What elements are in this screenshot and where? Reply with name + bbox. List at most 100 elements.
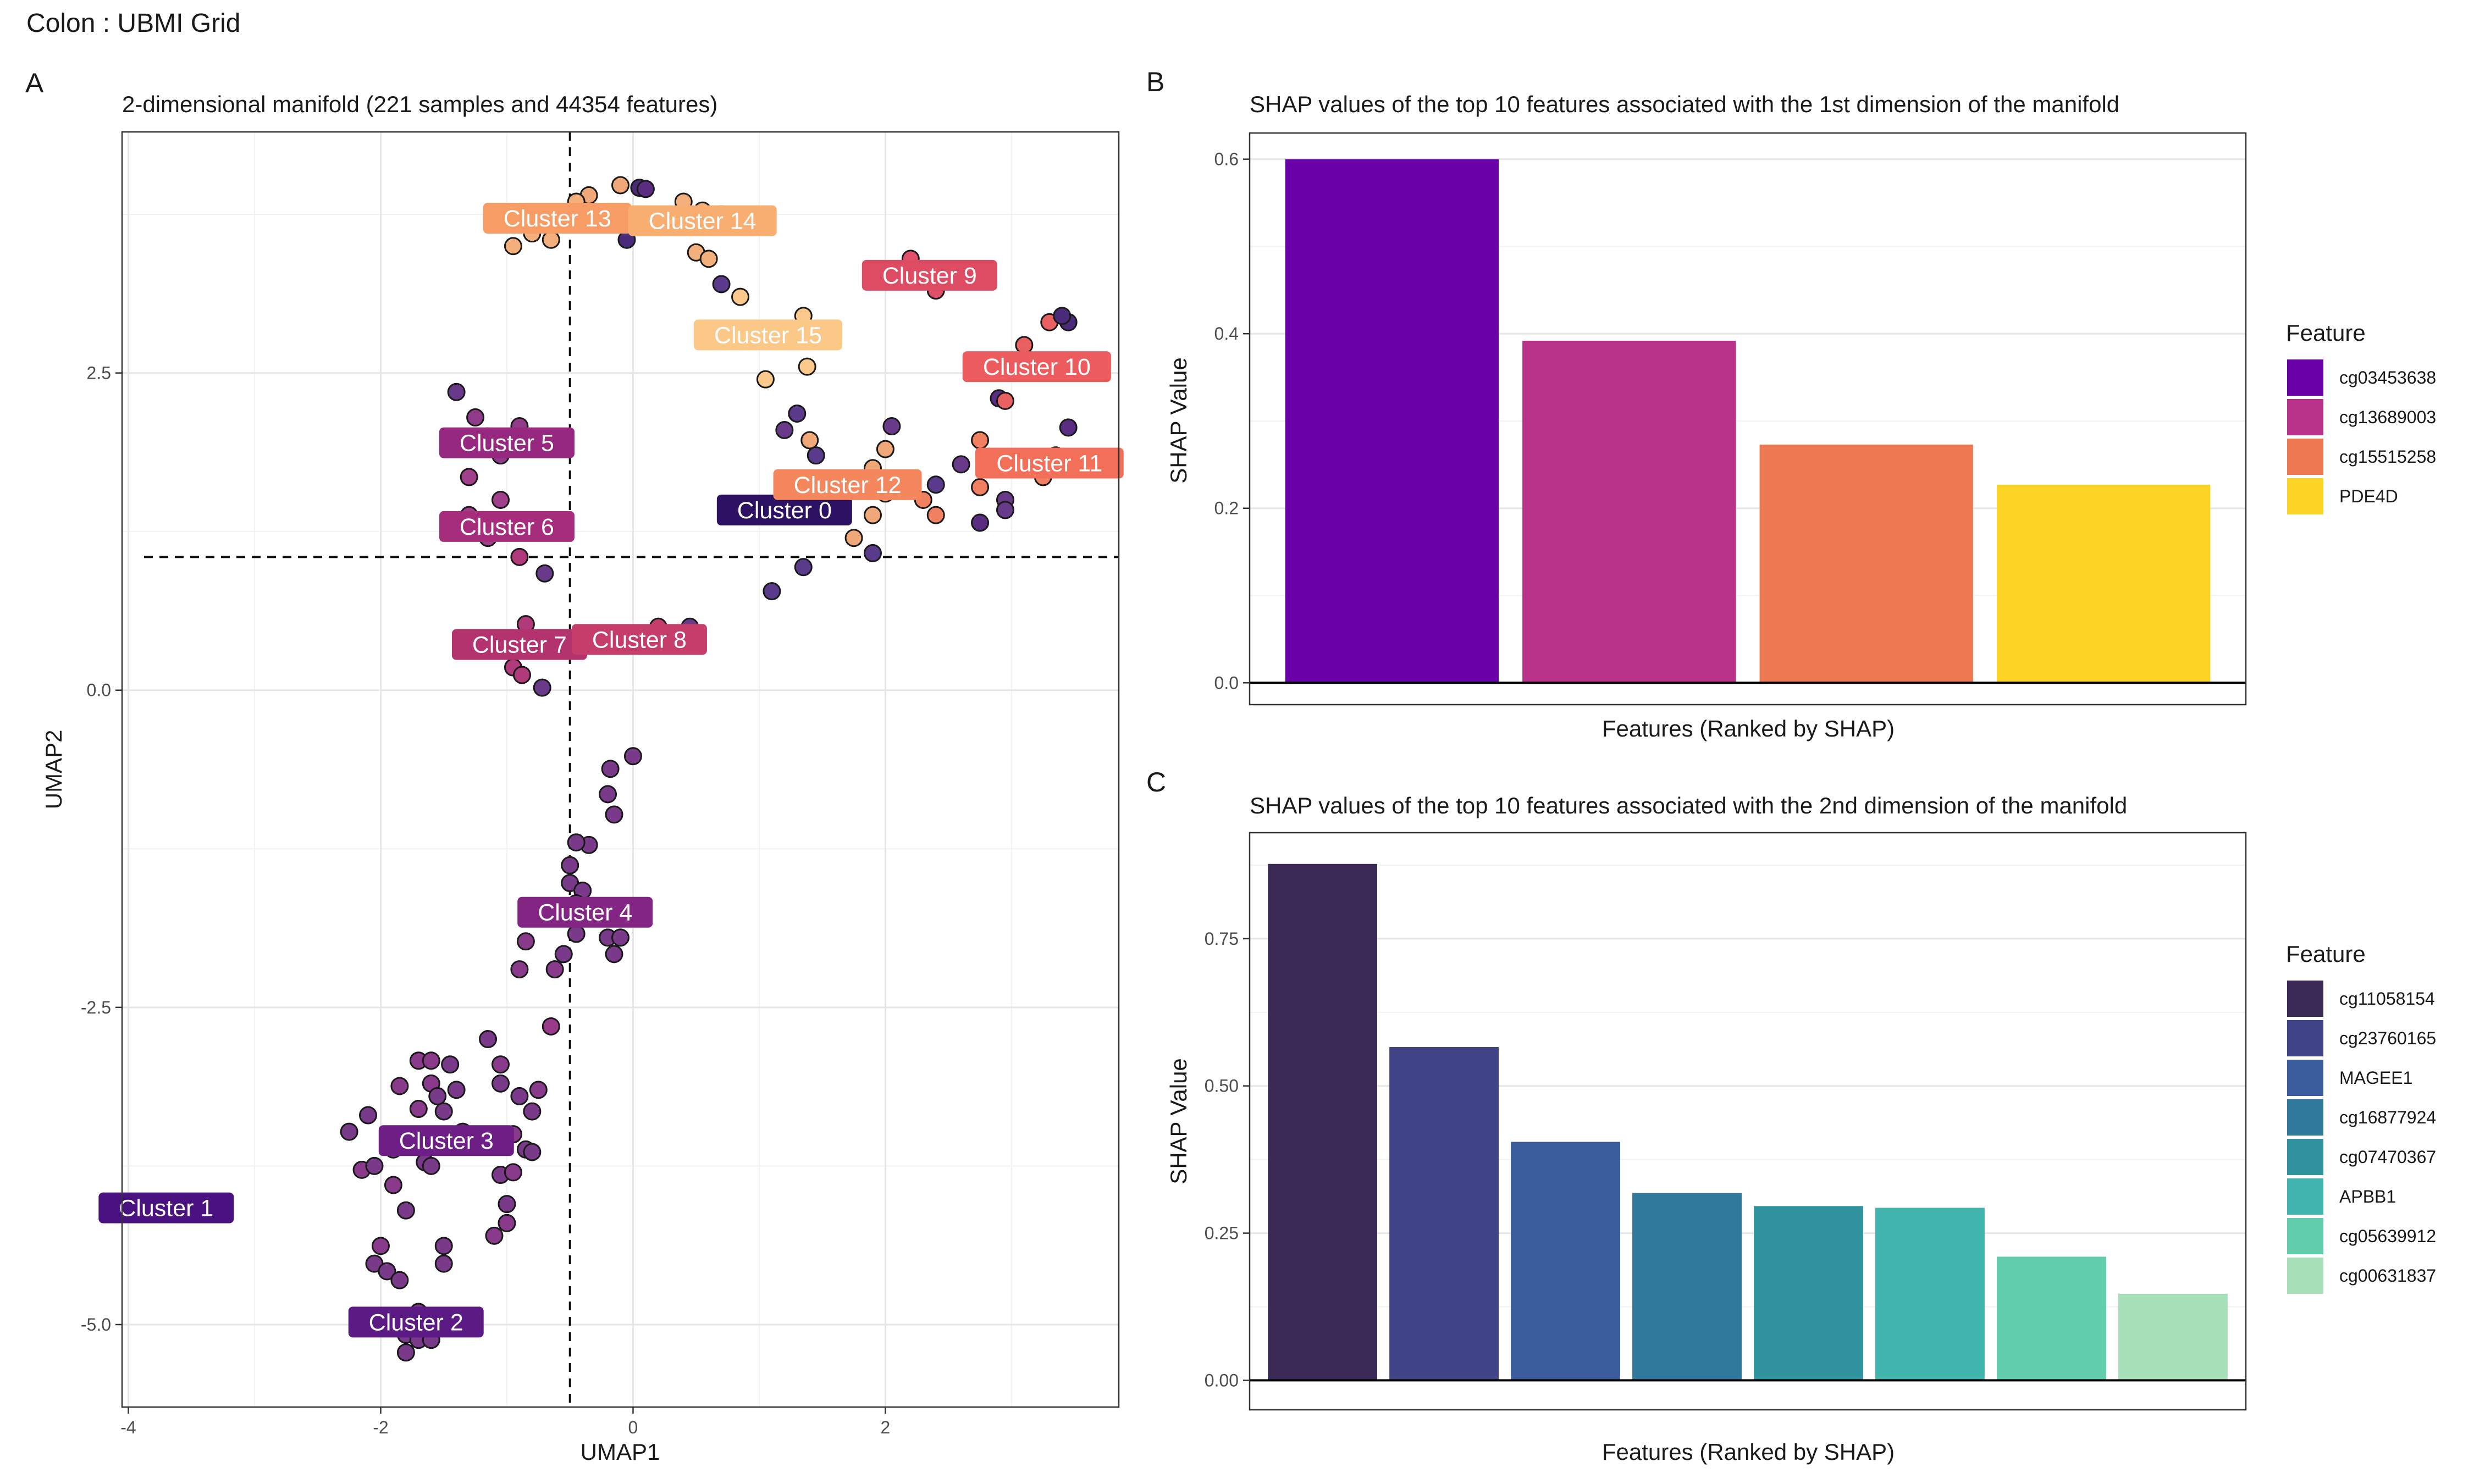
- cluster-label: Cluster 6: [439, 511, 575, 542]
- scatter-point: [605, 805, 623, 824]
- cluster-label-box: [483, 202, 632, 234]
- cluster-label-text: Cluster 14: [649, 208, 756, 235]
- cluster-label-box: [962, 351, 1111, 383]
- panel-c-bars: [1250, 863, 2246, 1382]
- legend-label: cg03453638: [2339, 368, 2436, 387]
- scatter-point: [447, 1081, 466, 1099]
- scatter-point: [441, 1055, 460, 1074]
- scatter-point: [952, 455, 970, 474]
- bar: [1511, 1142, 1620, 1381]
- y-tick-label: 0.2: [1214, 499, 1239, 518]
- cluster-label: Cluster 14: [628, 205, 777, 236]
- scatter-point: [491, 1055, 510, 1074]
- cluster-label: Cluster 8: [571, 624, 707, 655]
- scatter-point: [510, 960, 529, 979]
- x-tick-label: 0: [628, 1417, 638, 1437]
- cluster-label: Cluster 1: [98, 1192, 234, 1223]
- cluster-label-box: [98, 1192, 234, 1223]
- scatter-point: [422, 1156, 440, 1175]
- cluster-label: Cluster 12: [773, 469, 922, 500]
- y-tick-label: 2.5: [87, 363, 111, 383]
- cluster-label-text: Cluster 13: [504, 206, 611, 232]
- panel-b-legend: Feature cg03453638 cg13689003 cg15515258 PD…: [2286, 320, 2436, 514]
- legend-swatch: [2287, 1258, 2323, 1294]
- y-tick-label: 0.00: [1205, 1370, 1239, 1390]
- legend-label: cg11058154: [2339, 989, 2435, 1009]
- scatter-point: [434, 1102, 453, 1121]
- figure-title: Colon : UBMI Grid: [26, 9, 240, 38]
- scatter-point: [504, 237, 522, 256]
- legend-swatch: [2287, 1020, 2323, 1056]
- scatter-point: [971, 431, 990, 450]
- scatter-point: [378, 1262, 396, 1281]
- scatter-point: [798, 357, 816, 376]
- cluster-label-text: Cluster 10: [983, 354, 1091, 380]
- panel-a-cluster-labels: Cluster 0 Cluster 1 Cluster 2 Cluster 3 Clus…: [98, 202, 1124, 1338]
- bar: [1268, 863, 1378, 1381]
- legend-label: cg23760165: [2339, 1028, 2436, 1048]
- legend-swatch: [2287, 1139, 2323, 1175]
- scatter-point: [523, 1102, 542, 1121]
- bar: [1632, 1193, 1742, 1381]
- cluster-label-text: Cluster 7: [472, 632, 567, 658]
- panel-a-reference-lines: [144, 132, 1119, 1407]
- cluster-label: Cluster 4: [517, 896, 653, 928]
- scatter-point: [523, 1143, 542, 1161]
- y-tick-label: -5.0: [81, 1315, 111, 1335]
- scatter-point: [611, 928, 629, 947]
- scatter-point: [561, 856, 579, 874]
- panel-b-letter: B: [1146, 67, 1164, 97]
- legend-swatch: [2287, 1218, 2323, 1254]
- x-tick-label: -2: [373, 1417, 388, 1437]
- cluster-label-text: Cluster 2: [369, 1309, 463, 1336]
- scatter-point: [359, 1106, 378, 1125]
- cluster-label-text: Cluster 1: [119, 1195, 213, 1222]
- cluster-label-box: [975, 447, 1124, 479]
- scatter-point: [763, 582, 781, 601]
- legend-swatch: [2287, 981, 2323, 1017]
- legend-label: PDE4D: [2339, 486, 2398, 506]
- scatter-point: [542, 1017, 560, 1036]
- panel-c-title: SHAP values of the top 10 features assoc…: [1250, 793, 2127, 818]
- cluster-label-text: Cluster 15: [714, 322, 822, 348]
- scatter-point: [460, 468, 478, 486]
- panel-c-x-axis-label: Features (Ranked by SHAP): [1602, 1439, 1895, 1465]
- panel-a-letter: A: [25, 68, 44, 98]
- scatter-point: [605, 945, 623, 964]
- scatter-point: [712, 275, 731, 294]
- legend-label: cg13689003: [2339, 407, 2436, 427]
- scatter-point: [533, 678, 551, 697]
- legend-swatch: [2287, 1060, 2323, 1096]
- cluster-label: Cluster 11: [975, 447, 1124, 479]
- cluster-label-box: [571, 624, 707, 655]
- scatter-point: [971, 513, 990, 532]
- cluster-label-text: Cluster 8: [592, 627, 687, 653]
- cluster-label-text: Cluster 9: [882, 263, 977, 289]
- panel-b-bar-chart: B SHAP values of the top 10 features ass…: [1146, 67, 2436, 741]
- panel-b-bars: [1250, 159, 2246, 684]
- bar: [1389, 1047, 1499, 1381]
- y-tick-label: 0.25: [1205, 1223, 1239, 1243]
- bar: [1997, 484, 2211, 683]
- scatter-point: [882, 417, 901, 436]
- cluster-label: Cluster 0: [716, 494, 852, 525]
- scatter-point: [434, 1237, 453, 1255]
- scatter-point: [1053, 307, 1072, 325]
- scatter-point: [504, 1163, 522, 1182]
- panel-b-plot-border: [1249, 132, 2247, 706]
- cluster-label-box: [628, 205, 777, 236]
- scatter-point: [396, 1201, 415, 1220]
- scatter-point: [428, 1087, 447, 1105]
- scatter-point: [756, 370, 775, 389]
- cluster-label-box: [348, 1306, 484, 1338]
- bar: [1759, 444, 1973, 683]
- scatter-point: [844, 529, 863, 547]
- cluster-label-text: Cluster 0: [737, 497, 832, 524]
- panel-a-axes: -4 -2 0 2 -5.0 -2.5 0.0 2.5: [81, 363, 890, 1437]
- y-tick-label: 0.0: [1214, 673, 1239, 693]
- panel-c-plot-border: [1249, 832, 2247, 1411]
- scatter-point: [365, 1156, 384, 1175]
- cluster-label: Cluster 15: [694, 319, 843, 351]
- scatter-point: [371, 1237, 390, 1255]
